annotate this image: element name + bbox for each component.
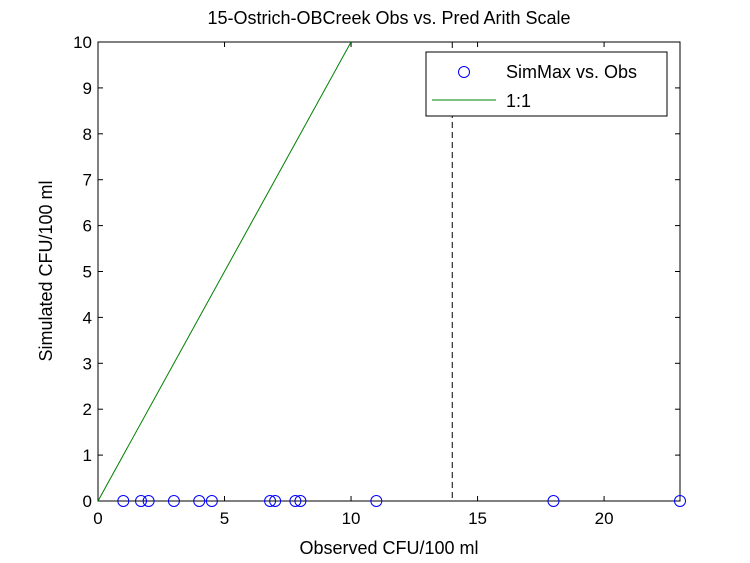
y-tick-label: 1: [83, 446, 92, 465]
x-tick-label: 5: [220, 509, 229, 528]
data-point: [674, 495, 686, 507]
data-point: [135, 495, 148, 507]
axis-ticks: 0 5 10 15 20 0 1 2 3 4 5 6 7 8 9 10: [73, 33, 680, 528]
y-tick-label: 2: [83, 400, 92, 419]
data-point: [205, 495, 218, 507]
y-tick-label: 10: [73, 33, 92, 52]
x-tick-label: 10: [342, 509, 361, 528]
data-point: [289, 495, 302, 507]
y-tick-label: 8: [83, 125, 92, 144]
plot-area: [97, 41, 681, 502]
data-point: [294, 495, 307, 507]
y-tick-label: 5: [83, 263, 92, 282]
data-point: [547, 495, 560, 507]
data-point: [193, 495, 206, 507]
legend-label-simmax: SimMax vs. Obs: [506, 62, 637, 82]
data-point: [167, 495, 180, 507]
legend-marker-simmax: [458, 66, 470, 78]
series-line-one-to-one: [97, 41, 352, 502]
y-tick-label: 7: [83, 171, 92, 190]
data-point: [269, 495, 282, 507]
y-tick-label: 3: [83, 354, 92, 373]
data-point: [142, 495, 155, 507]
series-points: [117, 495, 686, 507]
y-tick-label: 9: [83, 79, 92, 98]
x-tick-label: 0: [93, 509, 102, 528]
series-lines: [97, 41, 352, 502]
data-point: [117, 495, 130, 507]
legend-label-one-to-one: 1:1: [506, 91, 531, 111]
legend-box: [425, 51, 668, 117]
data-point: [370, 495, 383, 507]
data-point: [264, 495, 277, 507]
y-axis-label: Simulated CFU/100 ml: [36, 180, 56, 361]
y-tick-label: 6: [83, 217, 92, 236]
y-tick-label: 0: [83, 492, 92, 511]
y-tick-label: 4: [83, 308, 92, 327]
x-tick-label: 15: [468, 509, 487, 528]
x-tick-label: 20: [595, 509, 614, 528]
legend: SimMax vs. Obs 1:1: [425, 51, 668, 117]
x-axis-label: Observed CFU/100 ml: [299, 538, 478, 558]
chart-title: 15-Ostrich-OBCreek Obs vs. Pred Arith Sc…: [207, 8, 570, 28]
